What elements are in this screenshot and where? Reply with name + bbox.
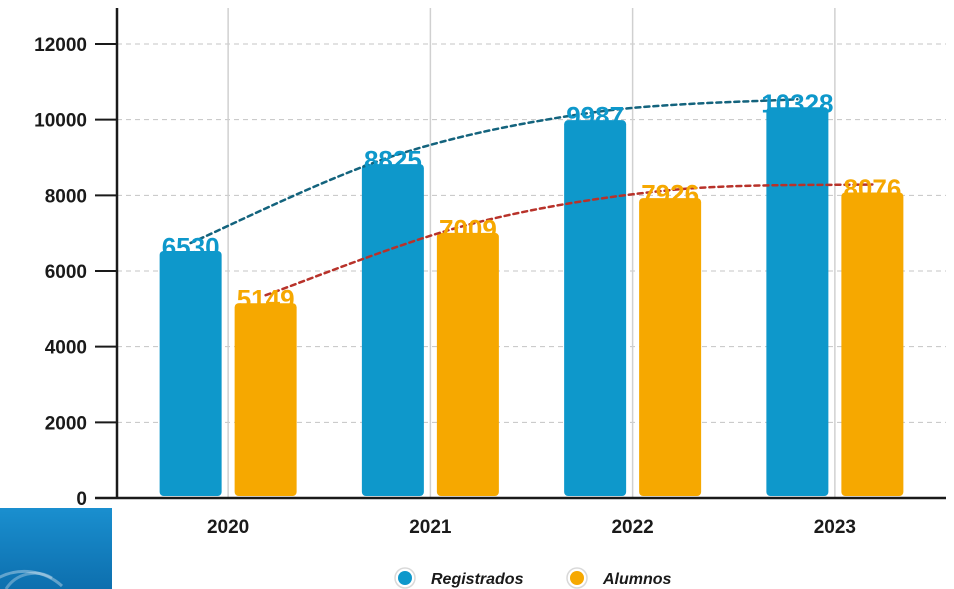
bar-alumnos-2023 (841, 192, 904, 496)
x-tick-label-2020: 2020 (207, 517, 249, 538)
y-tick-label: 6000 (45, 262, 87, 283)
value-label-alumnos-2023: 8076 (843, 173, 901, 203)
bar-alumnos-2020 (234, 303, 297, 496)
legend: Registrados Alumnos (394, 567, 672, 589)
bars (159, 107, 904, 497)
y-tick-label: 10000 (34, 111, 87, 132)
y-tick-label: 2000 (45, 413, 87, 434)
value-label-registrados-2020: 6530 (162, 232, 220, 262)
bar-registrados-2021 (361, 164, 424, 496)
value-labels: 6530 8825 9987 10328 5149 7009 7926 8076 (162, 88, 902, 314)
bar-alumnos-2022 (639, 198, 702, 496)
trend-line-registrados (189, 98, 799, 245)
value-label-alumnos-2020: 5149 (237, 284, 295, 314)
bar-alumnos-2021 (436, 232, 499, 496)
legend-marker-registrados (398, 571, 412, 585)
x-tick-label-2022: 2022 (611, 517, 653, 538)
legend-label-registrados: Registrados (431, 571, 524, 588)
y-tick-label: 4000 (45, 338, 87, 359)
axes: 0 2000 4000 6000 8000 10000 12000 2020 2021 2022 2… (34, 8, 946, 538)
logo-decoration (0, 508, 112, 589)
trend-line-alumnos (264, 183, 874, 297)
value-label-registrados-2021: 8825 (364, 145, 422, 175)
trend-lines (189, 98, 874, 297)
value-label-alumnos-2022: 7926 (641, 179, 699, 209)
x-tick-label-2023: 2023 (814, 517, 856, 538)
y-tick-label: 8000 (45, 186, 87, 207)
x-tick-label-2021: 2021 (409, 517, 452, 538)
legend-marker-alumnos (570, 571, 584, 585)
y-tick-label: 0 (76, 489, 87, 510)
bar-registrados-2022 (564, 120, 627, 496)
value-label-alumnos-2021: 7009 (439, 214, 497, 244)
legend-label-alumnos: Alumnos (602, 571, 672, 588)
value-label-registrados-2022: 9987 (566, 101, 624, 131)
y-tick-label: 12000 (34, 35, 87, 56)
bar-registrados-2020 (159, 250, 222, 496)
value-label-registrados-2023: 10328 (761, 88, 833, 118)
bar-registrados-2023 (766, 107, 829, 497)
